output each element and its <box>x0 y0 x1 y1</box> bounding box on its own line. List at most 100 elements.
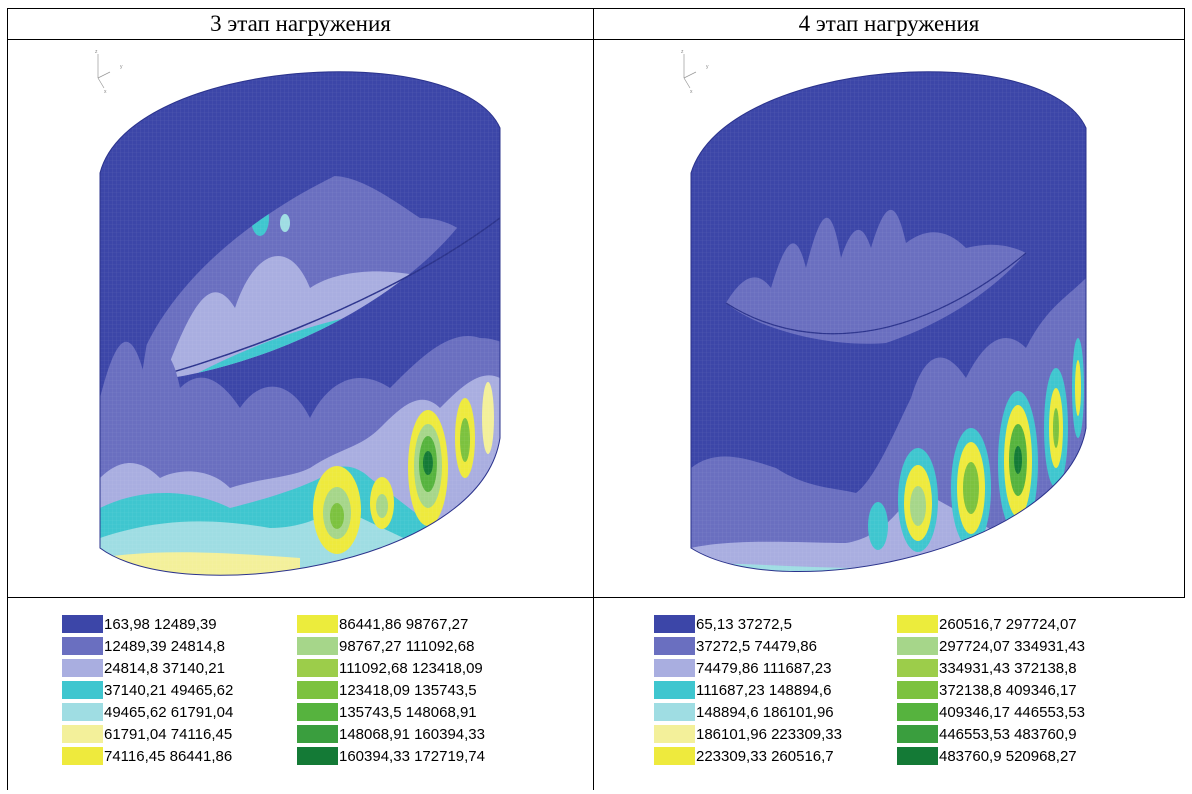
axis-x-label: x <box>690 89 693 95</box>
legend-entry: 98767,27 111092,68 <box>297 636 474 656</box>
legend-range-label: 334931,43 372138,8 <box>939 659 1077 677</box>
legend-range-label: 37272,5 74479,86 <box>696 637 817 655</box>
legend-entry: 163,98 12489,39 <box>62 614 217 634</box>
legend-swatch <box>62 615 103 633</box>
legend-range-label: 372138,8 409346,17 <box>939 681 1077 699</box>
legend-entry: 111687,23 148894,6 <box>654 680 831 700</box>
legend-range-label: 186101,96 223309,33 <box>696 725 842 743</box>
legend-range-label: 111687,23 148894,6 <box>696 681 832 699</box>
legend-entry: 37272,5 74479,86 <box>654 636 817 656</box>
legend-swatch <box>297 681 338 699</box>
table-middle-border <box>593 8 594 790</box>
figure-bottom-border <box>7 597 1185 598</box>
legend-range-label: 483760,9 520968,27 <box>939 747 1077 765</box>
legend-swatch <box>654 703 695 721</box>
legend-swatch <box>297 747 338 765</box>
legend-range-label: 65,13 37272,5 <box>696 615 792 633</box>
legend-range-label: 98767,27 111092,68 <box>339 637 475 655</box>
legend-swatch <box>297 637 338 655</box>
legend-swatch <box>897 615 938 633</box>
legend-swatch <box>297 703 338 721</box>
legend-entry: 260516,7 297724,07 <box>897 614 1077 634</box>
legend-entry: 223309,33 260516,7 <box>654 746 834 766</box>
table-top-border <box>7 8 1185 9</box>
legend-range-label: 123418,09 135743,5 <box>339 681 477 699</box>
legend-range-label: 297724,07 334931,43 <box>939 637 1085 655</box>
legend-range-label: 74116,45 86441,86 <box>104 747 233 765</box>
legend-range-label: 446553,53 483760,9 <box>939 725 1077 743</box>
legend-entry: 148894,6 186101,96 <box>654 702 834 722</box>
legend-range-label: 12489,39 24814,8 <box>104 637 225 655</box>
legend-entry: 111092,68 123418,09 <box>297 658 483 678</box>
table-right-border <box>1184 8 1185 598</box>
legend-entry: 297724,07 334931,43 <box>897 636 1085 656</box>
axis-triad: z y x <box>681 49 709 95</box>
legend-swatch <box>897 659 938 677</box>
panel-title-left: 3 этап нагружения <box>210 11 391 36</box>
legend-entry: 186101,96 223309,33 <box>654 724 842 744</box>
legend-entry: 74116,45 86441,86 <box>62 746 232 766</box>
legend-range-label: 148894,6 186101,96 <box>696 703 834 721</box>
legend-swatch <box>654 637 695 655</box>
legend-swatch <box>897 747 938 765</box>
axis-y-label: y <box>706 64 709 70</box>
legend-swatch <box>897 703 938 721</box>
legend-range-label: 61791,04 74116,45 <box>104 725 233 743</box>
legend-range-label: 223309,33 260516,7 <box>696 747 834 765</box>
legend-swatch <box>62 725 103 743</box>
legend-range-label: 260516,7 297724,07 <box>939 615 1077 633</box>
legend-swatch <box>62 747 103 765</box>
axis-x-label: x <box>104 89 107 95</box>
legend-swatch <box>654 615 695 633</box>
legend-entry: 135743,5 148068,91 <box>297 702 477 722</box>
legend-swatch <box>897 637 938 655</box>
legend-entry: 160394,33 172719,74 <box>297 746 485 766</box>
legend-range-label: 111092,68 123418,09 <box>339 659 483 677</box>
legend-swatch <box>62 659 103 677</box>
legend-entry: 409346,17 446553,53 <box>897 702 1085 722</box>
legend-entry: 483760,9 520968,27 <box>897 746 1077 766</box>
legend-swatch <box>654 659 695 677</box>
contour-plot-stage-3: z y x <box>95 49 501 576</box>
legend-entry: 61791,04 74116,45 <box>62 724 232 744</box>
legend-entry: 37140,21 49465,62 <box>62 680 233 700</box>
legend-swatch <box>897 725 938 743</box>
legend-entry: 123418,09 135743,5 <box>297 680 477 700</box>
axis-triad: z y x <box>95 49 123 95</box>
legend-swatch <box>654 681 695 699</box>
legend-range-label: 160394,33 172719,74 <box>339 747 485 765</box>
legend-range-label: 409346,17 446553,53 <box>939 703 1085 721</box>
legend-range-label: 135743,5 148068,91 <box>339 703 477 721</box>
table-left-border <box>7 8 8 790</box>
legend-range-label: 163,98 12489,39 <box>104 615 217 633</box>
legend-swatch <box>62 681 103 699</box>
legend-entry: 49465,62 61791,04 <box>62 702 233 722</box>
legend-range-label: 24814,8 37140,21 <box>104 659 225 677</box>
contour-plot-stage-4: z y x <box>681 49 1087 573</box>
legend-swatch <box>654 725 695 743</box>
legend-swatch <box>654 747 695 765</box>
legend-entry: 372138,8 409346,17 <box>897 680 1077 700</box>
legend-entry: 334931,43 372138,8 <box>897 658 1077 678</box>
legend-entry: 446553,53 483760,9 <box>897 724 1077 744</box>
header-bottom-border <box>7 39 1185 40</box>
legend-entry: 65,13 37272,5 <box>654 614 792 634</box>
legend-swatch <box>297 725 338 743</box>
legend-swatch <box>62 637 103 655</box>
axis-y-label: y <box>120 64 123 70</box>
legend-swatch <box>297 659 338 677</box>
legend-entry: 86441,86 98767,27 <box>297 614 468 634</box>
panel-title-right: 4 этап нагружения <box>798 11 980 36</box>
legend-entry: 12489,39 24814,8 <box>62 636 225 656</box>
axis-z-label: z <box>681 49 684 55</box>
legend-swatch <box>62 703 103 721</box>
legend-range-label: 148068,91 160394,33 <box>339 725 485 743</box>
legend-entry: 74479,86 111687,23 <box>654 658 831 678</box>
legend-entry: 24814,8 37140,21 <box>62 658 225 678</box>
legend-swatch <box>297 615 338 633</box>
legend-range-label: 74479,86 111687,23 <box>696 659 832 677</box>
legend-swatch <box>897 681 938 699</box>
legend-range-label: 49465,62 61791,04 <box>104 703 234 721</box>
legend-range-label: 37140,21 49465,62 <box>104 681 234 699</box>
axis-z-label: z <box>95 49 98 55</box>
